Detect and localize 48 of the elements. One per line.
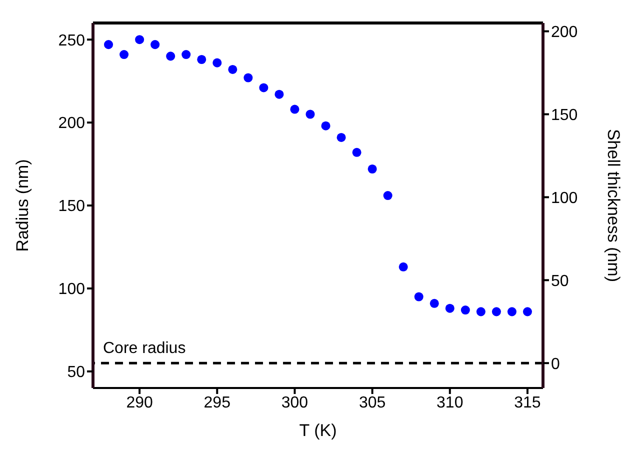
point xyxy=(522,307,532,316)
point xyxy=(274,90,284,99)
point xyxy=(507,307,516,316)
x-tick-label: 310 xyxy=(436,394,464,412)
point xyxy=(197,54,206,64)
x-tick-label: 300 xyxy=(281,394,308,412)
point xyxy=(290,104,300,114)
x-tick-label: 305 xyxy=(358,394,386,412)
y-tick-label: 50 xyxy=(67,364,86,382)
y2-tick-label: 200 xyxy=(551,24,578,41)
point xyxy=(228,64,238,74)
point xyxy=(492,307,501,316)
point xyxy=(182,50,191,60)
point xyxy=(476,307,486,316)
point xyxy=(414,292,424,302)
x-tick-label: 315 xyxy=(514,394,541,412)
y-tick-label: 250 xyxy=(58,32,86,50)
y-tick-label: 200 xyxy=(58,115,86,132)
point xyxy=(120,50,129,60)
point xyxy=(368,164,377,174)
point xyxy=(460,306,470,315)
point xyxy=(445,304,454,313)
point xyxy=(150,40,160,50)
x-tick-label: 290 xyxy=(126,394,153,412)
point xyxy=(259,83,268,92)
ref-line-label: Core radius xyxy=(103,340,186,358)
y2-tick-label: 100 xyxy=(551,190,578,207)
point xyxy=(398,262,408,272)
point xyxy=(352,148,362,157)
point xyxy=(321,121,330,130)
point xyxy=(430,298,439,308)
point xyxy=(212,58,222,68)
y2-tick-label: 150 xyxy=(551,106,578,124)
x-axis-title: T (K) xyxy=(299,421,337,440)
y-tick-label: 100 xyxy=(58,281,86,298)
point xyxy=(306,110,315,119)
x-tick-label: 295 xyxy=(204,394,231,412)
point xyxy=(244,73,253,82)
y2-tick-label: 0 xyxy=(551,356,560,373)
y-tick-label: 150 xyxy=(58,198,86,216)
point xyxy=(166,52,176,61)
y2-tick-label: 50 xyxy=(551,272,569,290)
point xyxy=(104,40,114,50)
point xyxy=(135,35,144,44)
y2-axis-title: Shell thickness (nm) xyxy=(604,128,623,282)
point xyxy=(336,132,346,142)
y-axis-title: Radius (nm) xyxy=(13,159,32,252)
point xyxy=(383,191,392,200)
